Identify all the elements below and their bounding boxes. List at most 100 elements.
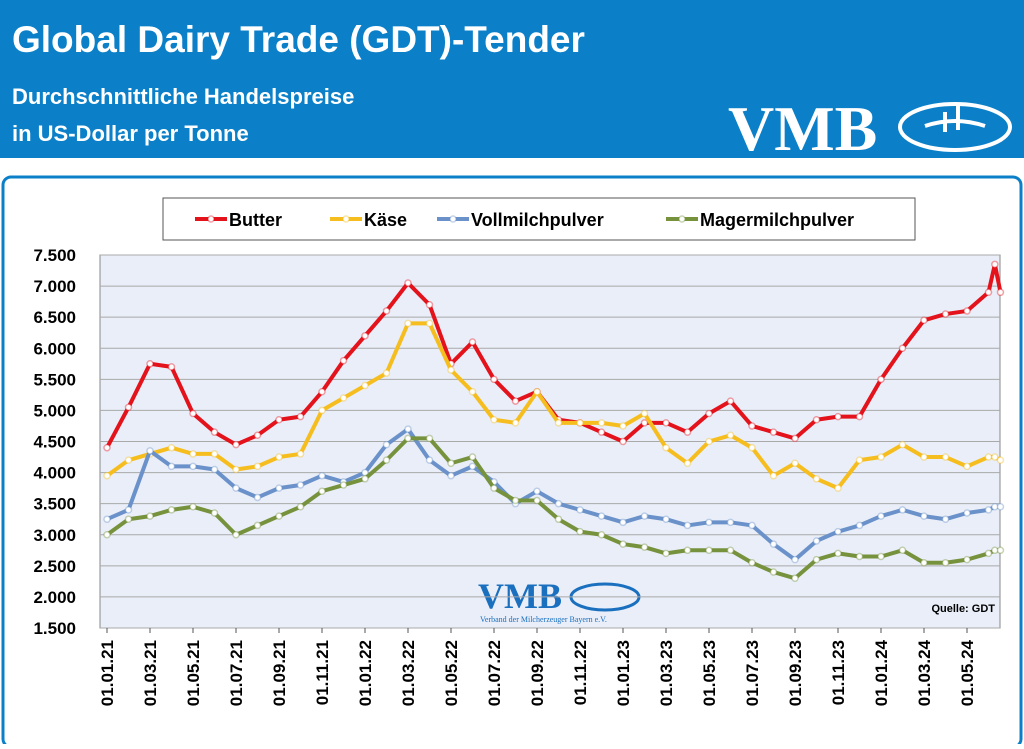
data-point — [511, 397, 520, 405]
data-point — [941, 515, 950, 523]
data-point — [662, 549, 670, 558]
watermark-logo: VMB — [478, 576, 562, 616]
data-point — [189, 450, 197, 458]
data-point — [726, 546, 735, 555]
legend-marker — [678, 215, 686, 223]
data-point — [167, 363, 176, 371]
data-point — [425, 319, 434, 328]
data-point — [318, 388, 326, 396]
data-point — [210, 509, 219, 517]
data-point — [963, 509, 971, 517]
data-point — [339, 394, 348, 402]
data-point — [275, 512, 283, 520]
data-point — [834, 549, 842, 558]
legend-label: Vollmilchpulver — [471, 210, 604, 230]
logo: VMB — [728, 93, 877, 164]
data-point — [877, 512, 885, 520]
data-point — [468, 462, 477, 471]
x-tick-label: 01.07.23 — [743, 640, 762, 706]
data-point — [920, 453, 928, 461]
watermark-text: Verband der Milcherzeuger Bayern e.V. — [480, 615, 607, 624]
data-point — [339, 481, 348, 489]
data-point — [232, 465, 240, 474]
data-point — [339, 356, 348, 365]
series-line — [105, 321, 1002, 491]
data-point — [619, 518, 627, 527]
data-point — [425, 456, 434, 464]
legend-label: Käse — [364, 210, 407, 230]
data-point — [963, 307, 971, 315]
data-point — [662, 443, 670, 452]
data-point — [705, 437, 713, 446]
data-point — [920, 558, 928, 567]
x-tick-label: 01.05.21 — [184, 640, 203, 706]
data-point — [361, 381, 369, 390]
data-point — [662, 515, 670, 523]
data-point — [189, 409, 197, 418]
data-point — [490, 484, 498, 492]
data-point — [382, 307, 391, 315]
data-point — [726, 431, 735, 440]
title: Global Dairy Trade (GDT)-Tender — [12, 19, 585, 60]
data-point — [533, 487, 541, 495]
data-point — [210, 465, 219, 474]
data-point — [769, 471, 778, 480]
data-point — [748, 558, 756, 567]
legend-marker — [342, 215, 350, 223]
x-tick-label: 01.03.23 — [657, 640, 676, 706]
data-point — [404, 425, 412, 433]
data-point — [996, 546, 1005, 555]
data-point — [382, 456, 391, 464]
y-tick-label: 1.500 — [33, 619, 76, 638]
data-point — [984, 549, 993, 558]
y-tick-label: 4.000 — [33, 464, 76, 483]
data-point — [726, 397, 735, 405]
data-point — [877, 453, 885, 461]
data-point — [877, 375, 885, 384]
data-point — [146, 360, 154, 368]
x-tick-label: 01.01.22 — [356, 640, 375, 706]
data-point — [447, 366, 455, 374]
data-point — [189, 503, 197, 511]
data-point — [920, 512, 928, 520]
data-point — [683, 459, 692, 468]
data-point — [447, 471, 455, 480]
x-tick-label: 01.09.21 — [270, 640, 289, 706]
data-point — [232, 531, 240, 539]
x-tick-label: 01.05.23 — [700, 640, 719, 706]
y-tick-label: 7.000 — [33, 277, 76, 296]
data-point — [232, 484, 240, 492]
data-point — [984, 288, 993, 297]
x-tick-label: 01.01.23 — [614, 640, 633, 706]
legend-marker — [207, 215, 215, 223]
data-point — [705, 409, 713, 418]
data-point — [963, 462, 971, 471]
data-point — [468, 453, 477, 461]
data-point — [146, 447, 154, 455]
data-point — [984, 506, 993, 514]
y-tick-label: 2.500 — [33, 557, 76, 576]
data-point — [361, 475, 369, 483]
data-point — [189, 462, 197, 471]
data-point — [683, 546, 692, 555]
data-point — [920, 316, 928, 325]
series-line — [106, 427, 1001, 562]
data-point — [597, 531, 606, 539]
data-point — [769, 540, 778, 548]
data-point — [210, 450, 219, 458]
y-tick-label: 5.500 — [33, 370, 76, 389]
data-point — [855, 552, 864, 561]
data-point — [769, 568, 778, 576]
data-point — [619, 437, 627, 446]
data-point — [554, 499, 563, 508]
data-point — [533, 388, 541, 396]
data-point — [963, 555, 971, 564]
data-point — [103, 531, 111, 539]
x-tick-label: 01.09.22 — [528, 640, 547, 706]
data-point — [597, 428, 606, 436]
data-point — [425, 434, 434, 443]
x-tick-label: 01.07.22 — [485, 640, 504, 706]
header-band — [0, 0, 1024, 158]
